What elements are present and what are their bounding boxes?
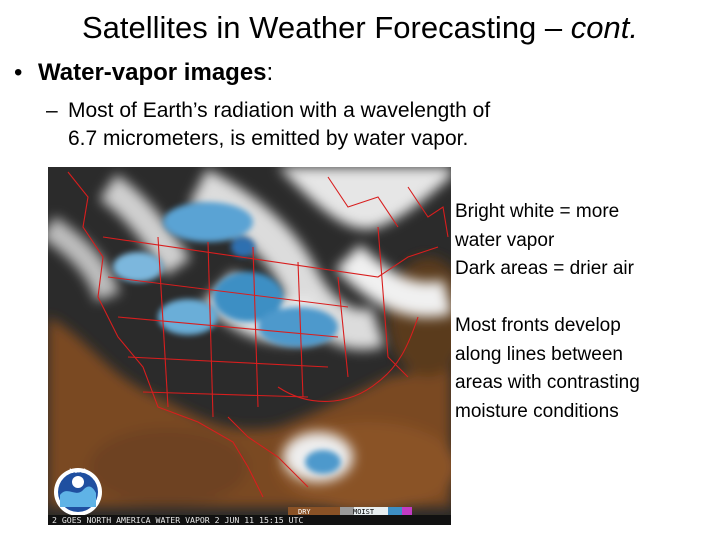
legend-dry-label: DRY — [298, 508, 311, 516]
bullet-term: Water-vapor images — [38, 59, 267, 86]
caption-fronts: Most fronts develop along lines between … — [455, 312, 715, 426]
satellite-image-drawing: NOAA DRY MOIST 2 GOES NORTH AMERICA WATE… — [48, 167, 451, 525]
main-bullet: • Water-vapor images: — [14, 58, 273, 88]
slide-title: Satellites in Weather Forecasting – cont… — [0, 8, 720, 48]
sub-bullet-line-2: 6.7 micrometers, is emitted by water vap… — [68, 127, 469, 150]
wet-regions — [113, 202, 341, 474]
water-vapor-satellite-image: NOAA DRY MOIST 2 GOES NORTH AMERICA WATE… — [48, 167, 451, 525]
caption-1-line-2: water vapor — [455, 229, 555, 251]
caption-moisture-key: Bright white = more water vapor Dark are… — [455, 198, 715, 284]
caption-1-line-1: Bright white = more — [455, 201, 620, 222]
caption-2-line-4: moisture conditions — [455, 400, 619, 422]
image-footer-text: 2 GOES NORTH AMERICA WATER VAPOR 2 JUN 1… — [52, 515, 303, 525]
moisture-legend: DRY MOIST — [288, 507, 412, 516]
sub-bullet-line-1: Most of Earth’s radiation with a wavelen… — [68, 99, 491, 122]
caption-2-line-1: Most fronts develop — [455, 315, 621, 336]
political-borders — [67, 171, 449, 498]
bullet-colon: : — [266, 59, 274, 86]
bullet-marker: • — [14, 59, 23, 86]
sub-bullet-marker: – — [46, 99, 58, 122]
legend-moist-label: MOIST — [353, 508, 375, 516]
caption-2-line-2: along lines between — [455, 343, 623, 365]
title-emphasis: cont. — [570, 10, 638, 45]
noaa-logo: NOAA — [54, 468, 102, 516]
caption-1-line-3: Dark areas = drier air — [455, 258, 634, 279]
title-text: Satellites in Weather Forecasting – — [81, 10, 563, 45]
sub-bullet: – Most of Earth’s radiation with a wavele… — [46, 97, 646, 153]
noaa-logo-text: NOAA — [69, 468, 87, 475]
caption-2-line-3: areas with contrasting — [455, 372, 640, 393]
